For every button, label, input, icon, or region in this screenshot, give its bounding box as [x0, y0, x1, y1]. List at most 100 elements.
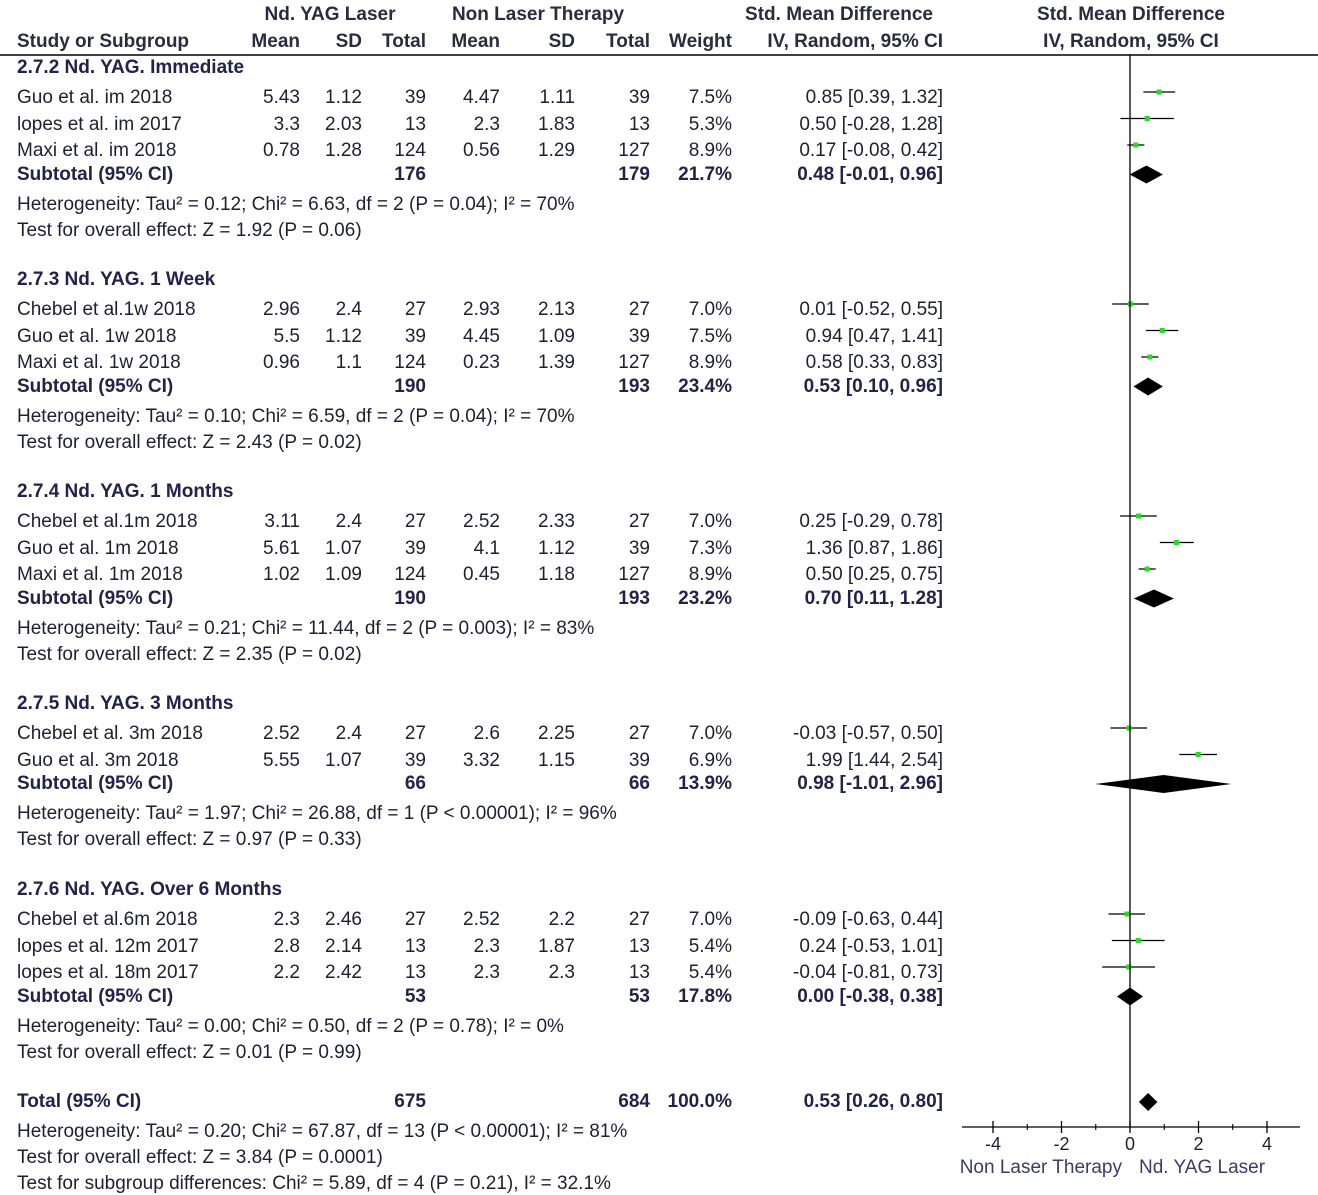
total2-cell: 39: [628, 749, 650, 771]
overall-effect-text: Test for overall effect: Z = 0.01 (P = 0…: [17, 1041, 362, 1063]
sd2-cell: 1.87: [538, 935, 575, 957]
col-mean2-header: Mean: [451, 31, 500, 52]
sd1-cell: 1.09: [325, 564, 362, 585]
mean1-cell: 5.55: [263, 749, 300, 771]
subtotal-label: Subtotal (95% CI): [17, 587, 174, 609]
smd-method-header: IV, Random, 95% CI: [767, 31, 943, 52]
mean1-cell: 2.8: [273, 935, 300, 957]
mean2-cell: 2.3: [473, 935, 500, 957]
weight-cell: 7.0%: [688, 511, 732, 532]
mean1-cell: 3.11: [264, 511, 300, 532]
sd2-cell: 1.09: [538, 325, 575, 347]
mean2-cell: 4.1: [473, 537, 500, 559]
subtotal-ci: 0.70 [0.11, 1.28]: [804, 587, 943, 609]
subtotal-weight: 23.4%: [678, 375, 732, 397]
subtotal-label: Subtotal (95% CI): [17, 985, 174, 1007]
total-weight: 100.0%: [667, 1091, 732, 1112]
study-point: [1195, 752, 1201, 757]
subtotal-total1: 190: [394, 375, 426, 397]
heterogeneity-text: Heterogeneity: Tau² = 0.21; Chi² = 11.44…: [17, 617, 595, 639]
sd1-cell: 2.46: [325, 909, 362, 930]
study-point: [1144, 566, 1150, 572]
total1-cell: 13: [404, 962, 426, 983]
total2-cell: 13: [628, 935, 650, 957]
subtotal-total2: 193: [618, 587, 650, 609]
study-point: [1147, 354, 1153, 360]
study-point: [1124, 911, 1130, 917]
total1-cell: 27: [404, 511, 426, 532]
total2-cell: 127: [618, 140, 650, 161]
subtotal-label: Subtotal (95% CI): [17, 163, 174, 185]
favours-left-label: Non Laser Therapy: [959, 1157, 1122, 1178]
total-total2: 684: [618, 1091, 650, 1112]
group2-header: Non Laser Therapy: [451, 4, 625, 25]
ci-cell: 0.50 [0.25, 0.75]: [805, 564, 943, 585]
ci-cell: 0.25 [-0.29, 0.78]: [799, 511, 943, 532]
total1-cell: 13: [404, 113, 426, 135]
study-name: Guo et al. im 2018: [17, 87, 173, 108]
total2-cell: 13: [628, 962, 650, 983]
plot-method-header: IV, Random, 95% CI: [1043, 31, 1219, 52]
sd2-cell: 1.83: [538, 113, 575, 135]
subtotal-total1: 176: [394, 163, 426, 185]
total2-cell: 13: [628, 113, 650, 135]
overall-effect-text: Test for overall effect: Z = 0.97 (P = 0…: [17, 829, 362, 850]
total1-cell: 124: [394, 352, 426, 373]
sd1-cell: 2.4: [335, 299, 362, 320]
mean1-cell: 5.43: [263, 87, 300, 108]
mean1-cell: 3.3: [273, 113, 300, 135]
total2-cell: 127: [618, 352, 650, 373]
study-point: [1133, 142, 1139, 148]
ci-cell: 0.58 [0.33, 0.83]: [805, 352, 943, 373]
study-name: lopes et al. im 2017: [17, 113, 182, 135]
ci-cell: 1.99 [1.44, 2.54]: [805, 749, 943, 771]
mean2-cell: 4.47: [463, 87, 500, 108]
x-tick-label: 0: [1124, 1134, 1136, 1154]
sd2-cell: 1.15: [538, 749, 575, 771]
col-study-header: Study or Subgroup: [17, 31, 190, 52]
weight-cell: 7.0%: [688, 909, 732, 930]
study-name: Maxi et al. 1w 2018: [17, 352, 181, 373]
total1-cell: 13: [404, 935, 426, 957]
weight-cell: 7.5%: [688, 325, 732, 347]
mean2-cell: 2.52: [463, 909, 500, 930]
weight-cell: 5.3%: [688, 113, 732, 135]
sd1-cell: 1.12: [325, 325, 362, 347]
weight-cell: 8.9%: [688, 564, 732, 585]
mean2-cell: 2.93: [463, 299, 500, 320]
ci-cell: -0.04 [-0.81, 0.73]: [793, 962, 943, 983]
subtotal-label: Subtotal (95% CI): [17, 773, 174, 794]
sd1-cell: 2.4: [335, 723, 362, 744]
subtotal-weight: 13.9%: [678, 773, 732, 794]
total2-cell: 127: [618, 564, 650, 585]
mean1-cell: 2.2: [273, 962, 300, 983]
ci-cell: -0.09 [-0.63, 0.44]: [793, 909, 943, 930]
total2-cell: 39: [628, 87, 650, 108]
col-total2-header: Total: [606, 31, 650, 52]
sd1-cell: 2.4: [335, 511, 362, 532]
col-total1-header: Total: [382, 31, 426, 52]
sd2-cell: 2.25: [538, 723, 575, 744]
total-label: Total (95% CI): [17, 1091, 142, 1112]
ci-cell: 0.50 [-0.28, 1.28]: [799, 113, 943, 135]
overall-effect-text: Test for overall effect: Z = 1.92 (P = 0…: [17, 219, 362, 241]
ci-cell: 0.24 [-0.53, 1.01]: [799, 935, 943, 957]
mean1-cell: 2.3: [273, 909, 300, 930]
mean2-cell: 3.32: [463, 749, 500, 771]
total1-cell: 27: [404, 299, 426, 320]
mean2-cell: 2.3: [473, 962, 500, 983]
study-point: [1135, 938, 1141, 943]
total-ci: 0.53 [0.26, 0.80]: [803, 1091, 943, 1112]
total1-cell: 39: [404, 325, 426, 347]
subtotal-total2: 66: [628, 773, 650, 794]
subtotal-ci: 0.98 [-1.01, 2.96]: [797, 773, 943, 794]
weight-cell: 7.3%: [688, 537, 732, 559]
study-name: Chebel et al.6m 2018: [17, 909, 198, 930]
sd2-cell: 1.18: [538, 564, 575, 585]
sd2-cell: 2.2: [548, 909, 575, 930]
total1-cell: 124: [394, 564, 426, 585]
subtotal-diamond: [1133, 589, 1174, 608]
sd1-cell: 2.14: [325, 935, 362, 957]
ci-cell: 0.94 [0.47, 1.41]: [805, 325, 943, 347]
subtotal-total1: 190: [394, 587, 426, 609]
